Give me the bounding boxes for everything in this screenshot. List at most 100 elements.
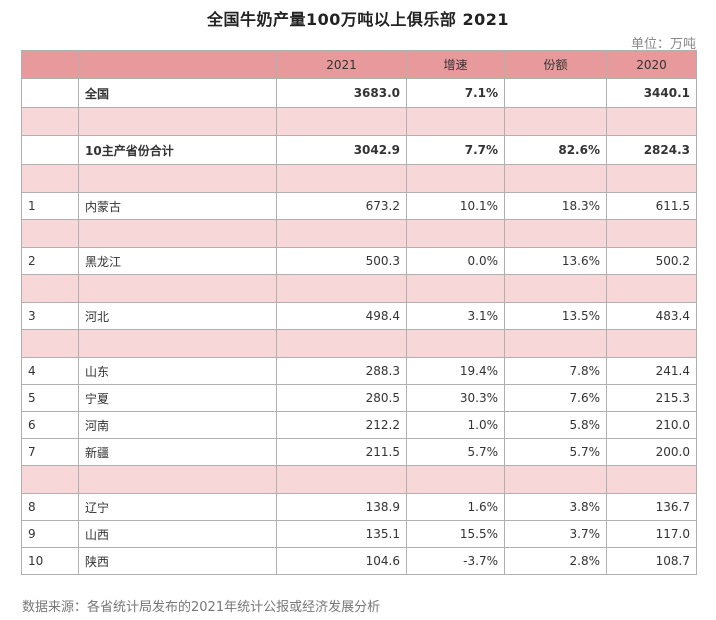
cell-growth: 10.1% [406,192,505,220]
cell-share: 3.8% [504,493,607,521]
table-row: 3 河北 498.4 3.1% 13.5% 483.4 [21,302,697,330]
cell-2021: 288.3 [276,357,407,385]
source-note: 数据来源：各省统计局发布的2021年统计公报或经济发展分析 [22,600,381,615]
cell-name: 山西 [78,520,277,548]
table-row: 1 内蒙古 673.2 10.1% 18.3% 611.5 [21,192,697,220]
cell-growth: 15.5% [406,520,505,548]
cell-growth: 5.7% [406,438,505,466]
cell-share: 7.8% [504,357,607,385]
table-row: 9 山西 135.1 15.5% 3.7% 117.0 [21,520,697,548]
cell-share: 13.5% [504,302,607,330]
header-2021: 2021 [276,50,407,79]
cell-growth: -3.7% [406,547,505,575]
cell-growth: 1.0% [406,411,505,439]
cell-name: 河北 [78,302,277,330]
cell-2021: 280.5 [276,384,407,412]
cell-growth: 1.6% [406,493,505,521]
cell-2020: 2824.3 [606,135,697,165]
table-row-national: 全国 3683.0 7.1% 3440.1 [21,78,697,108]
cell-2021: 500.3 [276,247,407,275]
header-rank [21,50,79,79]
cell-2021: 673.2 [276,192,407,220]
cell-name: 新疆 [78,438,277,466]
cell-rank: 5 [21,384,79,412]
cell-2020: 483.4 [606,302,697,330]
cell-growth: 30.3% [406,384,505,412]
spacer-row [21,164,697,193]
milk-production-table: 2021 增速 份额 2020 全国 3683.0 7.1% 3440.1 10… [21,50,697,575]
cell-name: 内蒙古 [78,192,277,220]
table-row: 2 黑龙江 500.3 0.0% 13.6% 500.2 [21,247,697,275]
cell-2021: 212.2 [276,411,407,439]
cell-share: 5.8% [504,411,607,439]
cell-rank [21,135,79,165]
cell-name: 山东 [78,357,277,385]
cell-2021: 135.1 [276,520,407,548]
cell-2020: 200.0 [606,438,697,466]
spacer-row [21,219,697,248]
cell-rank: 6 [21,411,79,439]
cell-rank: 3 [21,302,79,330]
spacer-row [21,329,697,358]
table-row: 5 宁夏 280.5 30.3% 7.6% 215.3 [21,384,697,412]
header-name [78,50,277,79]
cell-rank: 10 [21,547,79,575]
table-row: 8 辽宁 138.9 1.6% 3.8% 136.7 [21,493,697,521]
cell-growth: 7.7% [406,135,505,165]
cell-2021: 3683.0 [276,78,407,108]
cell-share: 5.7% [504,438,607,466]
cell-share: 82.6% [504,135,607,165]
cell-2021: 498.4 [276,302,407,330]
cell-growth: 0.0% [406,247,505,275]
cell-name: 全国 [78,78,277,108]
cell-name: 河南 [78,411,277,439]
cell-share: 13.6% [504,247,607,275]
header-share: 份额 [504,50,607,79]
cell-2020: 210.0 [606,411,697,439]
cell-2020: 136.7 [606,493,697,521]
cell-growth: 3.1% [406,302,505,330]
cell-name: 宁夏 [78,384,277,412]
cell-share: 2.8% [504,547,607,575]
cell-rank [21,78,79,108]
cell-2021: 3042.9 [276,135,407,165]
table-header-row: 2021 增速 份额 2020 [21,50,697,79]
cell-rank: 7 [21,438,79,466]
spacer-row [21,465,697,494]
cell-name: 黑龙江 [78,247,277,275]
cell-2021: 104.6 [276,547,407,575]
cell-2021: 138.9 [276,493,407,521]
cell-name: 10主产省份合计 [78,135,277,165]
cell-name: 陕西 [78,547,277,575]
cell-2020: 215.3 [606,384,697,412]
cell-share: 3.7% [504,520,607,548]
cell-share: 18.3% [504,192,607,220]
table-row: 6 河南 212.2 1.0% 5.8% 210.0 [21,411,697,439]
table-row: 4 山东 288.3 19.4% 7.8% 241.4 [21,357,697,385]
cell-rank: 9 [21,520,79,548]
spacer-row [21,107,697,136]
unit-label: 单位：万吨 [630,37,696,52]
cell-2020: 108.7 [606,547,697,575]
cell-rank: 8 [21,493,79,521]
cell-share [504,78,607,108]
page-title: 全国牛奶产量100万吨以上俱乐部 2021 [206,10,509,29]
cell-2020: 500.2 [606,247,697,275]
cell-2020: 3440.1 [606,78,697,108]
cell-growth: 19.4% [406,357,505,385]
header-growth: 增速 [406,50,505,79]
cell-2020: 611.5 [606,192,697,220]
cell-growth: 7.1% [406,78,505,108]
cell-rank: 1 [21,192,79,220]
cell-2020: 241.4 [606,357,697,385]
header-2020: 2020 [606,50,697,79]
table-row: 7 新疆 211.5 5.7% 5.7% 200.0 [21,438,697,466]
cell-share: 7.6% [504,384,607,412]
spacer-row [21,274,697,303]
cell-2021: 211.5 [276,438,407,466]
cell-rank: 4 [21,357,79,385]
table-row: 10 陕西 104.6 -3.7% 2.8% 108.7 [21,547,697,575]
cell-name: 辽宁 [78,493,277,521]
cell-rank: 2 [21,247,79,275]
cell-2020: 117.0 [606,520,697,548]
